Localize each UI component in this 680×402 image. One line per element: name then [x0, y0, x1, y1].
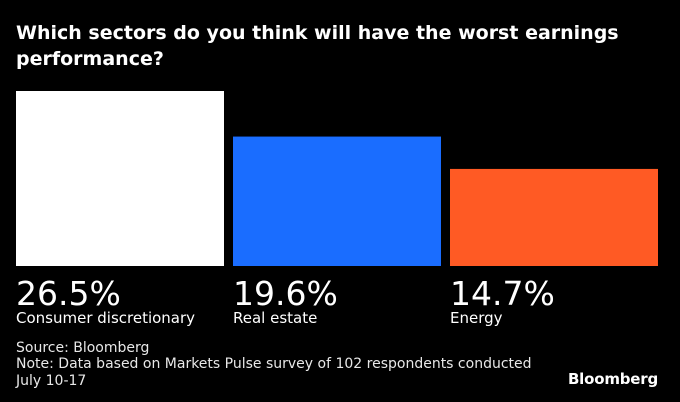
category-label: Real estate [233, 309, 317, 327]
category-label: Energy [450, 309, 503, 327]
bloomberg-logo: Bloomberg [567, 370, 658, 388]
bar-real-estate [233, 136, 441, 266]
bar-chart: 26.5%Consumer discretionary 19.6%Real est… [16, 91, 658, 327]
source-note: Source: Bloomberg [16, 340, 150, 356]
value-label: 14.7% [450, 274, 555, 313]
survey-note: Note: Data based on Markets Pulse survey… [16, 356, 532, 389]
bars-group [16, 91, 658, 266]
labels-group: 26.5%Consumer discretionary 19.6%Real est… [16, 274, 555, 327]
category-label: Consumer discretionary [16, 309, 195, 327]
value-label: 19.6% [233, 274, 338, 313]
value-label: 26.5% [16, 274, 121, 313]
chart-title: Which sectors do you think will have the… [16, 22, 619, 70]
bar-consumer-discretionary [16, 91, 224, 266]
bar-energy [450, 168, 658, 266]
